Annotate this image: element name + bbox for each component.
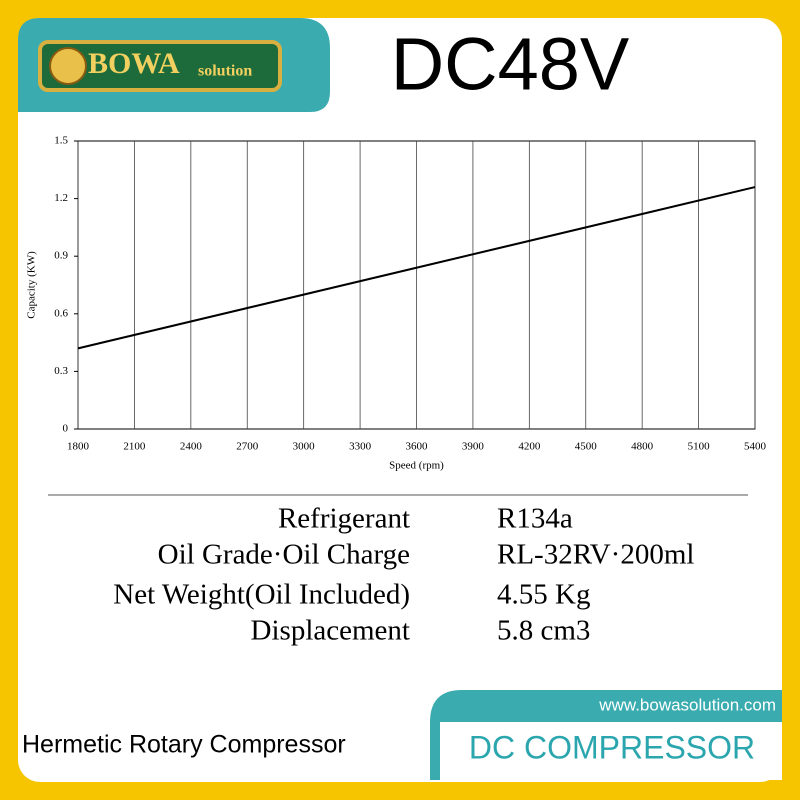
y-tick-label: 0 — [63, 423, 69, 435]
y-axis-label: Capacity (KW) — [26, 251, 38, 319]
spec-label: Net Weight(Oil Included) — [113, 579, 410, 611]
spec-value: 5.8 cm3 — [497, 615, 590, 647]
spec-value: 4.55 Kg — [497, 579, 590, 611]
panel — [18, 18, 782, 782]
x-tick-label: 2400 — [180, 441, 203, 453]
data-line — [77, 186, 756, 350]
y-tick-label: 1.5 — [54, 135, 68, 147]
x-tick-label: 5100 — [688, 441, 711, 453]
x-tick-label: 1800 — [67, 441, 90, 453]
spec-value: RL-32RV·200ml — [497, 539, 694, 571]
x-tick-label: 4500 — [575, 441, 598, 453]
x-tick-label: 5400 — [744, 441, 767, 453]
footer-band — [440, 722, 782, 780]
category: DC COMPRESSOR — [469, 729, 755, 765]
spec-value: R134a — [497, 503, 573, 535]
product: Hermetic Rotary Compressor — [22, 731, 346, 759]
logo-badge — [38, 40, 282, 92]
y-tick-label: 1.2 — [54, 192, 68, 204]
title: DC48V — [391, 23, 630, 106]
x-tick-label: 4200 — [518, 441, 541, 453]
x-tick-label: 2100 — [123, 441, 146, 453]
logo-brand: BOWA — [88, 47, 180, 80]
logo-emblem — [49, 47, 87, 85]
url: www.bowasolution.com — [598, 695, 776, 714]
y-tick-label: 0.9 — [54, 250, 68, 262]
x-tick-label: 3300 — [349, 441, 372, 453]
spec-label: Displacement — [251, 615, 410, 647]
y-tick-label: 0.3 — [54, 365, 68, 377]
x-axis-label: Speed (rpm) — [389, 460, 444, 472]
logo-tagline: solution — [198, 63, 252, 80]
x-tick-label: 4800 — [631, 441, 654, 453]
x-tick-label: 3000 — [293, 441, 316, 453]
y-tick-label: 0.6 — [54, 307, 68, 319]
spec-label: Oil Grade·Oil Charge — [158, 539, 410, 571]
spec-label: Refrigerant — [278, 503, 410, 535]
x-tick-label: 2700 — [236, 441, 259, 453]
x-tick-label: 3900 — [462, 441, 485, 453]
x-tick-label: 3600 — [406, 441, 429, 453]
